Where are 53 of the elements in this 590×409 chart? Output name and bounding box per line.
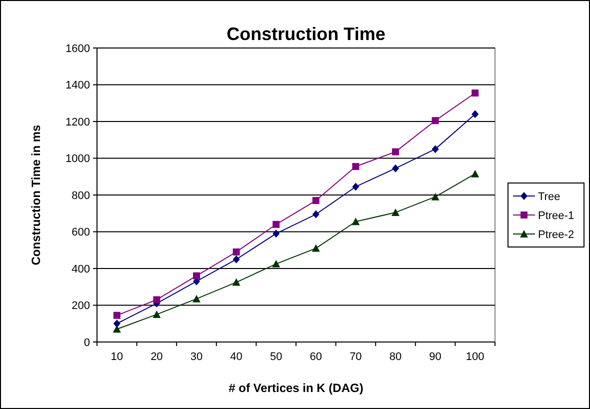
point	[392, 164, 399, 172]
y-axis-title: Construction Time in ms	[29, 124, 43, 266]
y-tick-label: 1200	[66, 116, 90, 128]
x-tick-label: 20	[150, 351, 163, 363]
legend-label: Ptree-1	[538, 210, 574, 222]
point	[112, 325, 121, 333]
y-tick-label: 0	[84, 336, 90, 349]
point	[193, 272, 200, 280]
point	[352, 163, 360, 170]
point	[392, 208, 400, 216]
point	[232, 255, 240, 264]
y-tick-label: 600	[72, 226, 90, 239]
x-tick-label: 90	[429, 351, 442, 363]
point	[232, 278, 240, 286]
point	[432, 145, 439, 154]
point	[272, 220, 280, 228]
point	[232, 248, 240, 256]
y-tick-label: 1600	[66, 42, 90, 55]
point	[272, 230, 280, 238]
x-axis-title: # of Vertices in K (DAG)	[228, 381, 364, 395]
point	[312, 210, 320, 218]
x-tick-label: 60	[310, 351, 322, 363]
point	[431, 192, 440, 200]
x-tick-label: 100	[466, 351, 484, 363]
legend-label: Ptree-2	[538, 228, 574, 241]
x-tick-label: 30	[190, 351, 203, 363]
point	[113, 312, 120, 319]
point	[472, 110, 479, 118]
x-tick-label: 10	[110, 351, 124, 363]
point	[152, 310, 161, 318]
x-tick-label: 40	[230, 351, 242, 363]
point	[312, 244, 320, 252]
point	[192, 294, 200, 302]
point	[272, 260, 280, 268]
legend-label: Tree	[538, 190, 560, 203]
point	[471, 170, 480, 178]
point	[472, 90, 479, 97]
point	[153, 296, 160, 304]
point	[432, 117, 439, 124]
y-tick-label: 200	[72, 300, 90, 312]
x-tick-label: 70	[350, 351, 362, 363]
point	[113, 320, 120, 328]
y-tick-label: 800	[72, 190, 90, 202]
y-tick-label: 400	[72, 263, 90, 276]
point	[352, 218, 360, 226]
point	[352, 182, 360, 191]
point	[392, 148, 399, 156]
y-tick-label: 1400	[66, 80, 90, 92]
point	[312, 197, 320, 204]
x-tick-label: 80	[389, 351, 402, 363]
chart-title: Construction Time	[226, 24, 386, 44]
y-tick-label: 1000	[66, 153, 90, 166]
x-tick-label: 50	[270, 351, 282, 363]
